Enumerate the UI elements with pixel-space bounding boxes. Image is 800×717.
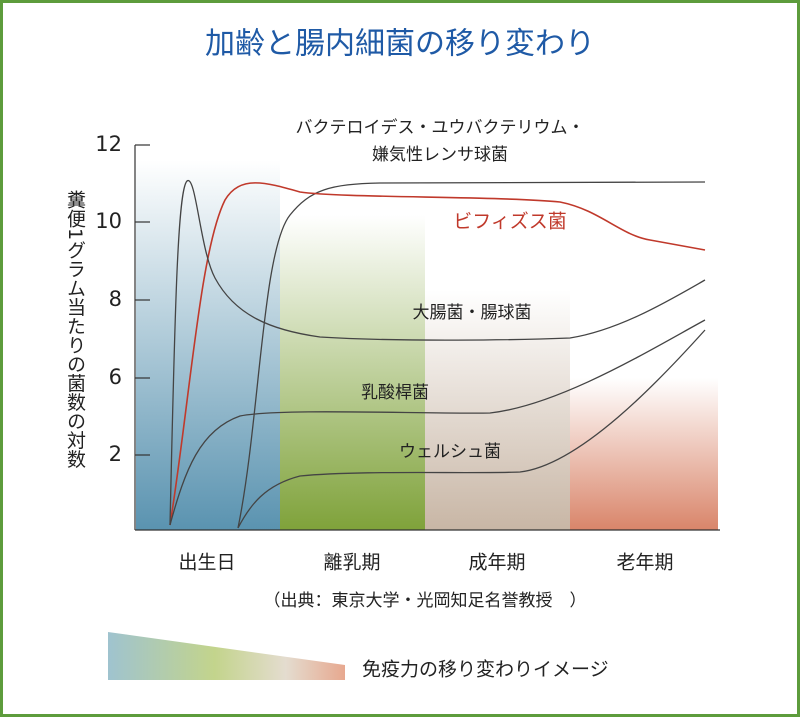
ecoli-curve [169,180,706,526]
stage-band [570,378,718,530]
y-tick-label: 2 [109,442,122,466]
bifidus-curve [169,182,706,526]
legend-label: 免疫力の移り変わりイメージ [362,659,609,681]
welchii-curve [237,329,706,529]
y-axis-label: 糞便1グラム当たりの菌数の対数 [64,190,86,468]
stage-label: 成年期 [468,552,525,574]
lactobacillus-curve [169,319,706,526]
stage-band [136,160,280,530]
stage-band [425,290,570,530]
stage-label: 出生日 [178,552,235,574]
stage-label: 離乳期 [323,552,380,574]
curves [169,180,706,529]
y-tick-label: 8 [109,287,122,311]
bacteroides-curve [237,181,706,529]
stage-band [280,215,425,530]
legend-wedge [108,632,345,680]
curve-label: ウェルシュ菌 [399,442,501,462]
curve-label: 大腸菌・腸球菌 [413,303,532,323]
curve-label: 嫌気性レンサ球菌 [372,145,508,165]
curve-label: ビフィズス菌 [453,211,567,233]
curve-label: 乳酸桿菌 [361,383,429,403]
y-tick-label: 12 [95,132,122,156]
title: 加齢と腸内細菌の移り変わり [205,27,595,62]
y-tick-label: 6 [109,365,122,389]
y-tick-label: 10 [95,209,122,233]
stage-label: 老年期 [616,552,673,574]
curve-label: バクテロイデス・ユウバクテリウム・ [296,117,585,138]
axes [134,144,720,531]
source: （出典：東京大学・光岡知足名誉教授 ） [264,591,587,611]
